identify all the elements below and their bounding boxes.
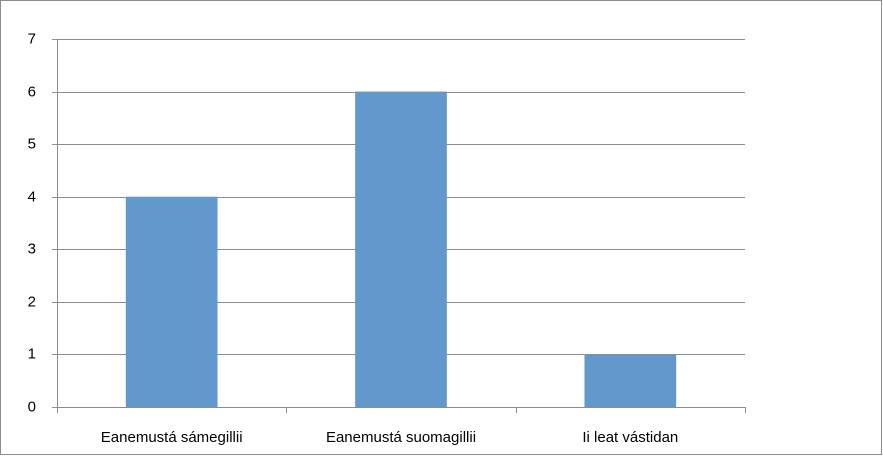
x-tick-label: Eanemustá sámegillii — [101, 429, 243, 446]
y-tick-label: 3 — [28, 240, 36, 257]
y-tick-label: 4 — [28, 188, 36, 205]
bar — [584, 354, 677, 407]
y-tick-label: 2 — [28, 293, 36, 310]
y-tick-label: 1 — [28, 345, 36, 362]
y-tick-label: 6 — [28, 83, 36, 100]
x-tick-label: Ii leat vástidan — [582, 429, 678, 446]
x-tick-label: Eanemustá suomagillii — [326, 429, 476, 446]
bar — [125, 196, 218, 407]
y-tick-label: 0 — [28, 398, 36, 415]
bar — [355, 91, 447, 408]
y-tick-label: 7 — [28, 30, 36, 47]
y-tick-label: 5 — [28, 135, 36, 152]
